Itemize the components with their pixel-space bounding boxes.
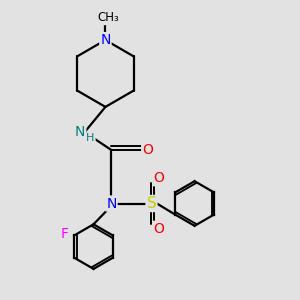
Text: N: N — [106, 196, 116, 211]
Text: CH₃: CH₃ — [98, 11, 119, 24]
Text: H: H — [86, 133, 95, 143]
Text: N: N — [100, 33, 111, 47]
Text: O: O — [142, 143, 153, 157]
Text: O: O — [154, 222, 164, 236]
Text: S: S — [147, 196, 156, 211]
Text: N: N — [75, 125, 85, 139]
Text: F: F — [61, 227, 69, 241]
Text: O: O — [154, 171, 164, 185]
